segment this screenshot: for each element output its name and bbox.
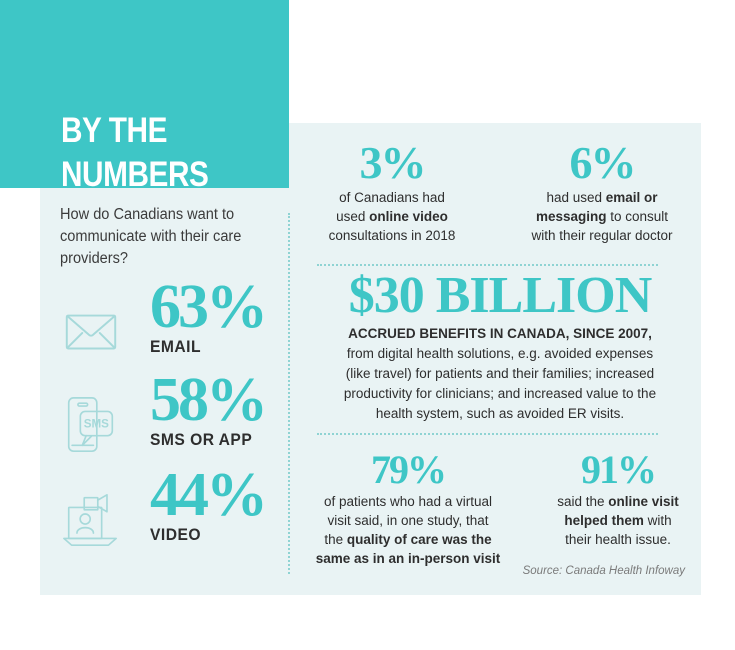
svg-text:SMS: SMS [84, 417, 109, 430]
